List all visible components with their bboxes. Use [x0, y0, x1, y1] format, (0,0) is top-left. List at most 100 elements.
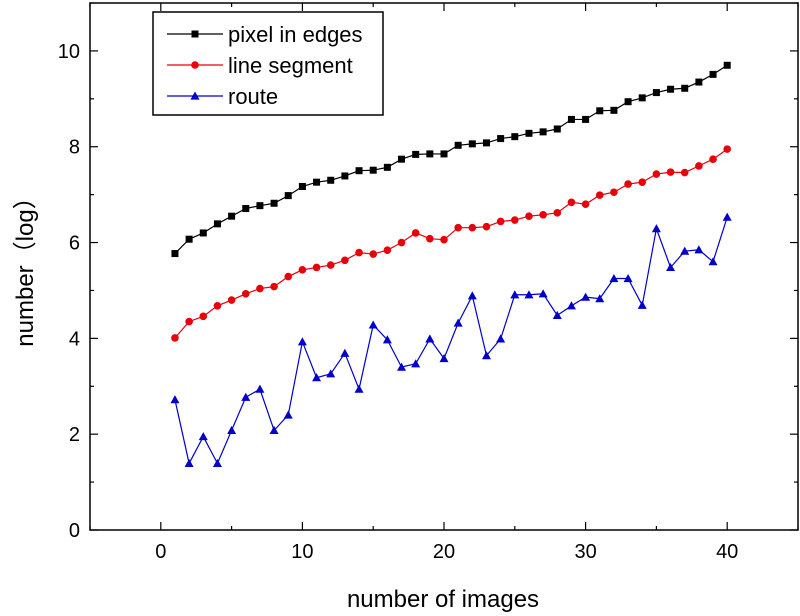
y-tick-label: 4: [69, 328, 80, 350]
data-point-route: [538, 289, 548, 298]
data-point-route: [241, 392, 251, 401]
y-axis: 0 2 4 6 8 10: [58, 2, 798, 542]
data-point-pixel-in-edges: [723, 61, 731, 69]
data-point-line-segment: [581, 200, 590, 209]
data-point-pixel-in-edges: [228, 212, 236, 220]
data-point-route: [552, 310, 562, 319]
data-point-route: [524, 290, 534, 299]
data-point-route: [623, 273, 633, 283]
data-point-line-segment: [426, 234, 434, 243]
data-point-line-segment: [539, 210, 547, 219]
legend: pixel in edges line segment route: [152, 11, 384, 116]
data-point-pixel-in-edges: [426, 150, 434, 158]
data-point-route: [453, 318, 463, 327]
data-point-route: [269, 425, 279, 434]
data-point-route: [566, 301, 576, 310]
data-point-pixel-in-edges: [383, 163, 391, 171]
legend-label-line-segment: line segment: [228, 53, 353, 78]
data-point-route: [666, 262, 676, 272]
data-point-line-segment: [270, 282, 278, 291]
legend-label-route: route: [228, 84, 278, 109]
y-tick-label: 0: [69, 520, 80, 542]
data-point-pixel-in-edges: [270, 199, 278, 207]
data-point-pixel-in-edges: [369, 166, 377, 174]
data-point-line-segment: [567, 198, 576, 207]
legend-marker-pixel-in-edges: [191, 30, 199, 38]
x-axis-title: number of images: [347, 586, 539, 613]
data-point-pixel-in-edges: [199, 229, 207, 237]
data-point-route: [283, 410, 293, 419]
data-point-pixel-in-edges: [298, 182, 306, 190]
data-point-pixel-in-edges: [355, 167, 363, 175]
data-point-line-segment: [185, 317, 193, 326]
data-point-route: [397, 362, 407, 371]
data-point-route: [680, 246, 690, 255]
data-point-line-segment: [171, 334, 179, 342]
x-tick-label: 0: [155, 541, 166, 563]
data-point-route: [637, 300, 647, 309]
data-point-line-segment: [213, 301, 222, 310]
data-point-route: [227, 425, 237, 434]
data-point-pixel-in-edges: [284, 192, 292, 200]
data-point-pixel-in-edges: [610, 106, 618, 114]
data-point-line-segment: [256, 284, 264, 293]
data-point-line-segment: [369, 250, 378, 258]
data-point-route: [439, 353, 449, 363]
legend-items: pixel in edges line segment route: [167, 22, 363, 109]
data-point-line-segment: [624, 180, 632, 188]
data-point-pixel-in-edges: [553, 125, 561, 133]
data-point-route: [722, 212, 732, 221]
data-point-line-segment: [666, 168, 675, 176]
data-point-route: [212, 458, 222, 468]
series-line-segment: [171, 145, 731, 342]
data-point-pixel-in-edges: [171, 250, 179, 258]
x-tick-label: 10: [291, 541, 313, 563]
data-point-pixel-in-edges: [213, 220, 221, 228]
data-point-route: [581, 292, 591, 301]
data-point-line-segment: [482, 222, 491, 231]
data-point-pixel-in-edges: [638, 94, 646, 102]
data-point-route: [510, 290, 520, 299]
data-point-pixel-in-edges: [695, 78, 703, 86]
data-point-pixel-in-edges: [242, 205, 250, 213]
data-point-route: [382, 335, 392, 344]
data-point-pixel-in-edges: [185, 235, 193, 243]
data-point-line-segment: [496, 217, 505, 226]
data-point-pixel-in-edges: [398, 155, 406, 163]
series-pixel-in-edges: [171, 61, 731, 258]
y-tick-label: 10: [58, 41, 80, 63]
data-point-line-segment: [595, 191, 604, 199]
data-point-line-segment: [312, 263, 321, 272]
series-line-line-segment: [174, 148, 728, 339]
data-point-line-segment: [411, 229, 420, 237]
data-point-line-segment: [341, 256, 349, 265]
data-point-route: [609, 273, 619, 283]
data-point-pixel-in-edges: [709, 70, 717, 78]
data-point-line-segment: [383, 246, 392, 255]
data-point-pixel-in-edges: [440, 150, 448, 158]
data-point-pixel-in-edges: [511, 133, 519, 141]
series-route: [170, 212, 732, 468]
data-point-pixel-in-edges: [681, 84, 689, 92]
y-tick-label: 8: [69, 137, 80, 159]
data-point-pixel-in-edges: [567, 115, 575, 123]
data-point-line-segment: [525, 212, 533, 220]
data-point-route: [411, 359, 421, 368]
data-point-route: [255, 384, 265, 393]
data-point-line-segment: [610, 188, 618, 197]
data-point-pixel-in-edges: [341, 172, 349, 180]
data-point-pixel-in-edges: [497, 135, 505, 143]
data-point-route: [481, 351, 491, 360]
data-point-line-segment: [511, 216, 519, 224]
x-tick-label: 20: [433, 541, 455, 563]
data-point-line-segment: [454, 223, 462, 232]
data-point-pixel-in-edges: [327, 176, 335, 184]
data-point-line-segment: [723, 145, 731, 153]
legend-marker-line-segment: [191, 61, 199, 69]
data-point-line-segment: [652, 170, 661, 178]
data-point-route: [340, 348, 350, 357]
data-point-route: [595, 294, 605, 303]
data-point-pixel-in-edges: [468, 140, 476, 148]
data-point-line-segment: [709, 155, 717, 163]
